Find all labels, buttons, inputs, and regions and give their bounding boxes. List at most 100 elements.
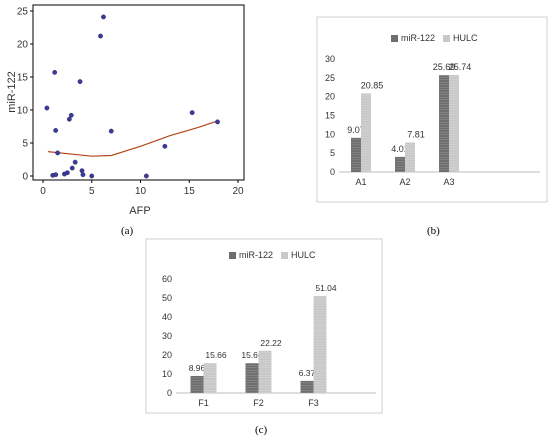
scatter-panel: 0 5 10 15 20 0 5 10 15 20 25 AFP miR-122	[6, 4, 245, 217]
y-tick-label: 25	[325, 73, 335, 83]
category-label: F2	[253, 398, 264, 408]
scatter-point	[98, 33, 103, 39]
scatter-plot-frame	[32, 4, 245, 181]
y-tick-label: 15	[325, 111, 335, 121]
data-label: 15.66	[205, 350, 227, 360]
data-label: 15.66	[241, 350, 263, 360]
bar	[313, 296, 327, 393]
scatter-point	[189, 110, 195, 116]
y-tick-label: 30	[325, 54, 335, 64]
data-label: 25.74	[449, 62, 472, 72]
bar	[300, 380, 314, 393]
trend-line	[47, 120, 219, 157]
bar-chart-b-plot: 0 5 10 15 20 25 30 9.07 20.85 A1 4.01 7.81 A2 25.6925…	[325, 54, 540, 187]
bar-panel-c: miR-122 HULC 0 10 20 30 40 50 60 8.96 15.66 F1 15.6…	[145, 238, 383, 414]
category-label: F3	[308, 398, 319, 408]
y-tick-label: 30	[162, 331, 172, 341]
scatter-point	[55, 150, 61, 156]
y-tick-label: 60	[162, 274, 172, 284]
y-tick-label: 20	[325, 92, 335, 102]
legend-label: miR-122	[239, 250, 273, 260]
y-tick-label: 40	[162, 312, 172, 322]
y-tick-label: 10	[17, 106, 29, 117]
scatter-point	[162, 143, 168, 149]
scatter-point	[52, 69, 58, 75]
legend-swatch	[391, 35, 398, 42]
scatter-point	[79, 168, 85, 174]
y-tick-label: 5	[330, 148, 335, 158]
bar	[351, 137, 361, 172]
scatter-point	[69, 165, 75, 171]
category-label: A3	[443, 177, 454, 187]
scatter-point	[77, 79, 83, 85]
y-tick-label: 20	[17, 40, 29, 51]
scatter-point	[72, 159, 78, 165]
legend-swatch	[229, 252, 236, 259]
bar	[449, 75, 459, 172]
legend-label: HULC	[453, 33, 478, 43]
scatter-point	[66, 116, 72, 122]
bar	[405, 142, 415, 172]
scatter-point	[143, 173, 149, 179]
legend-label: HULC	[291, 250, 316, 260]
scatter-point	[101, 14, 106, 20]
scatter-point	[64, 170, 70, 176]
bar	[258, 350, 272, 393]
data-label: 4.01	[391, 144, 409, 154]
y-tick-label: 0	[22, 172, 28, 183]
scatter-ticks: 0 5 10 15 20 0 5 10 15 20 25	[17, 7, 244, 198]
x-tick-label: 0	[40, 186, 46, 197]
scatter-point	[53, 172, 59, 178]
y-tick-label: 10	[325, 129, 335, 139]
bar	[395, 156, 405, 172]
panel-label-b: (b)	[427, 225, 440, 237]
data-label: 8.96	[189, 363, 206, 373]
scatter-point	[80, 172, 86, 178]
legend-swatch	[443, 35, 450, 42]
category-label: A2	[399, 177, 410, 187]
y-tick-label: 20	[162, 350, 172, 360]
bar-chart-b-legend: miR-122 HULC	[391, 33, 478, 43]
data-label: 6.37	[299, 368, 316, 378]
bar-chart-c-legend: miR-122 HULC	[229, 250, 316, 260]
bar-chart-c-plot: 0 10 20 30 40 50 60 8.96 15.66 F1 15.66 22.22 F2 6.37…	[162, 274, 376, 408]
x-tick-label: 20	[232, 186, 244, 197]
x-tick-label: 15	[184, 186, 196, 197]
y-axis-label: miR-122	[6, 71, 18, 113]
bar	[245, 363, 259, 393]
legend-swatch	[281, 252, 288, 259]
scatter-points	[44, 14, 220, 179]
y-tick-label: 0	[167, 388, 172, 398]
scatter-point	[215, 119, 220, 125]
category-label: A1	[355, 177, 366, 187]
panel-label-c: (c)	[255, 424, 268, 436]
y-tick-label: 50	[162, 293, 172, 303]
scatter-point	[89, 173, 95, 179]
legend-label: miR-122	[401, 33, 435, 43]
data-label: 9.07	[347, 125, 365, 135]
bar	[203, 363, 217, 393]
category-label: F1	[198, 398, 209, 408]
bar-chart-b-frame	[316, 16, 548, 203]
bar-panel-b: miR-122 HULC 0 5 10 15 20 25 30 9.07 20.85 A1 4.01 7…	[316, 16, 548, 203]
scatter-point	[53, 128, 59, 133]
data-label: 22.22	[260, 338, 282, 348]
scatter-point	[68, 112, 74, 118]
data-label: 20.85	[361, 80, 384, 90]
data-label: 51.04	[315, 283, 337, 293]
x-tick-label: 5	[89, 186, 95, 197]
x-axis-label: AFP	[129, 205, 150, 217]
x-tick-label: 10	[135, 186, 147, 197]
scatter-point	[44, 105, 50, 111]
y-tick-label: 5	[22, 139, 28, 150]
bar	[439, 75, 449, 172]
data-label: 7.81	[407, 130, 425, 140]
y-tick-label: 10	[162, 369, 172, 379]
scatter-point	[108, 128, 114, 134]
y-tick-label: 25	[17, 7, 29, 18]
panel-label-a: (a)	[121, 225, 134, 237]
y-tick-label: 0	[330, 167, 335, 177]
bar	[190, 375, 204, 393]
data-label: 25.69	[433, 62, 456, 72]
